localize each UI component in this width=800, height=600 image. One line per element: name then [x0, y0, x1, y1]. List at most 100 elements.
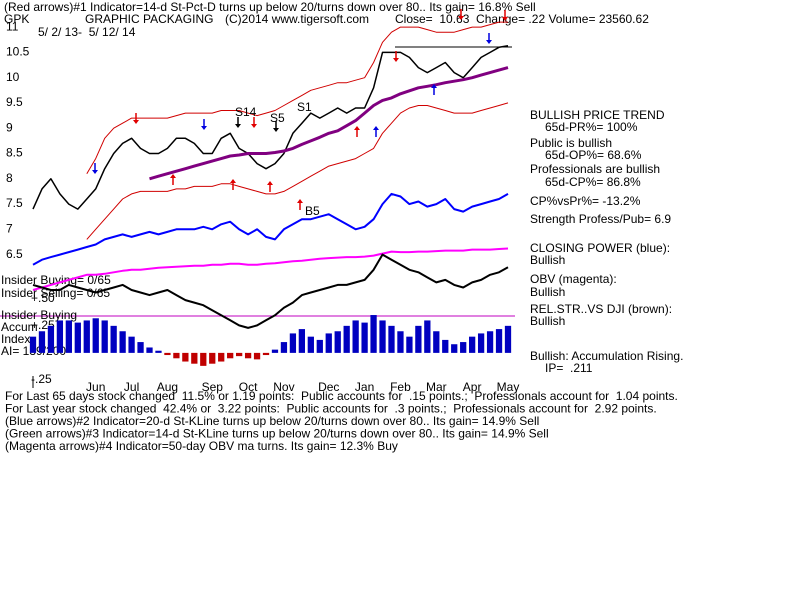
- accum-bar: [486, 331, 494, 353]
- header-text: (C)2014 www.tigersoft.com: [225, 12, 369, 26]
- x-tick-label: Dec: [318, 380, 339, 394]
- signal-arrowhead: [235, 124, 241, 128]
- side-panel-text: 65d-CP%= 86.8%: [545, 175, 641, 189]
- accum-bar: [253, 352, 261, 360]
- date-range: 5/ 2/ 13- 5/ 12/ 14: [38, 25, 136, 39]
- accum-bar: [361, 322, 368, 353]
- accum-bar: [56, 320, 64, 353]
- y-tick-label: 9.5: [6, 95, 23, 109]
- x-tick-label: Aug: [157, 380, 178, 394]
- side-panel-text: IP= .211: [545, 361, 593, 375]
- accum-bar: [289, 333, 297, 353]
- signal-arrowhead: [354, 126, 360, 130]
- side-panel-text: Bullish: Accumulation Rising.: [530, 349, 683, 363]
- side-panel-text: Strength Profess/Pub= 6.9: [530, 212, 671, 226]
- y-tick-label: 7: [6, 222, 13, 236]
- y-tick-label: 11: [6, 19, 19, 33]
- series-line: [86, 102, 509, 240]
- side-panel-text: CP%vsPr%= -13.2%: [530, 194, 641, 208]
- accum-bar: [83, 320, 90, 353]
- accum-bar: [128, 336, 135, 353]
- header-text: (Red arrows)#1 Indicator=14-d St-Pct-D t…: [4, 0, 536, 14]
- side-panel-text: CLOSING POWER (blue):: [530, 241, 670, 255]
- header-text: GPK: [4, 12, 29, 26]
- accum-bar: [137, 342, 144, 353]
- header-text: Close= 10.63 Change= .22 Volume= 23560.6…: [395, 12, 649, 26]
- accum-bar: [227, 352, 234, 359]
- accum-bar: [262, 352, 270, 356]
- accum-bar: [442, 339, 449, 353]
- signal-arrowhead: [373, 126, 379, 130]
- signal-arrowhead: [502, 17, 508, 21]
- accum-bar: [29, 336, 37, 353]
- footer-text: For Last year stock changed 42.4% or 3.2…: [5, 402, 657, 416]
- accum-bar: [415, 325, 422, 353]
- footer-text: (Blue arrows)#2 Indicator=20-d St-KLine …: [5, 414, 539, 428]
- footer-text: (Green arrows)#3 Indicator=14-d St-KLine…: [5, 427, 549, 441]
- side-panel-text: 65d-PR%= 100%: [545, 120, 638, 134]
- y-tick-label: 10.5: [6, 45, 30, 59]
- signal-label: S1: [297, 100, 312, 114]
- side-panel-text: Bullish: [530, 253, 565, 267]
- footer-text: (Magenta arrows)#4 Indicator=50-day OBV …: [5, 439, 398, 453]
- side-panel-text: Public is bullish: [530, 136, 612, 150]
- y-tick-label: 6.5: [6, 247, 23, 261]
- accum-bar: [343, 325, 350, 353]
- indicator-label: Insider Selling= 0/65: [1, 286, 110, 300]
- signal-arrowhead: [267, 181, 273, 185]
- side-panel-text: OBV (magenta):: [530, 272, 617, 286]
- signal-label: B5: [305, 204, 320, 218]
- side-panel-text: Bullish: [530, 285, 565, 299]
- accum-bar: [316, 339, 323, 353]
- x-tick-label: Mar: [426, 380, 447, 394]
- footer-text: For Last 65 days stock changed 11.5% or …: [5, 389, 678, 403]
- signal-label: S5: [270, 111, 285, 125]
- series-line: [32, 247, 509, 291]
- accum-bar: [334, 331, 341, 353]
- signal-arrowhead: [393, 58, 399, 62]
- accum-bar: [379, 320, 386, 353]
- accum-bar: [244, 352, 252, 359]
- side-panel-text: 65d-OP%= 68.6%: [545, 148, 642, 162]
- accum-bar: [406, 336, 413, 353]
- series-line: [86, 21, 508, 174]
- accum-bar: [119, 331, 126, 353]
- y2-tick-label: -.25: [31, 372, 52, 386]
- indicator-label: Insider Buying: [1, 308, 77, 322]
- accum-bar: [200, 352, 207, 366]
- accum-bar: [110, 325, 117, 353]
- accum-bar: [173, 352, 180, 359]
- x-tick-label: Nov: [273, 380, 294, 394]
- signal-arrowhead: [297, 199, 303, 203]
- signal-arrowhead: [431, 84, 437, 88]
- x-tick-label: Feb: [390, 380, 411, 394]
- y-tick-label: 10: [6, 70, 20, 84]
- series-line: [32, 253, 509, 329]
- side-panel-text: BULLISH PRICE TREND: [530, 108, 665, 122]
- header-text: GRAPHIC PACKAGING: [85, 12, 213, 26]
- accum-bar: [101, 320, 108, 353]
- x-tick-label: Oct: [239, 380, 258, 394]
- accum-bar: [164, 352, 171, 356]
- signal-arrowhead: [251, 124, 257, 128]
- y-tick-label: 9: [6, 120, 13, 134]
- accum-bar: [495, 329, 503, 353]
- accum-bar: [433, 331, 440, 353]
- signal-arrowhead: [92, 170, 98, 174]
- accum-bar: [65, 320, 72, 353]
- accum-bar: [182, 352, 189, 362]
- accum-bar: [191, 352, 198, 364]
- accum-bar: [155, 350, 162, 353]
- series-line: [32, 45, 509, 210]
- signal-arrowhead: [133, 120, 139, 124]
- accum-bar: [370, 315, 377, 353]
- accum-bar: [209, 352, 216, 364]
- accum-bar: [38, 331, 46, 353]
- accum-bar: [218, 352, 225, 362]
- accum-bar: [280, 342, 288, 353]
- x-tick-label: Jan: [355, 380, 374, 394]
- indicator-label: Index: [1, 332, 30, 346]
- accum-bar: [298, 329, 306, 353]
